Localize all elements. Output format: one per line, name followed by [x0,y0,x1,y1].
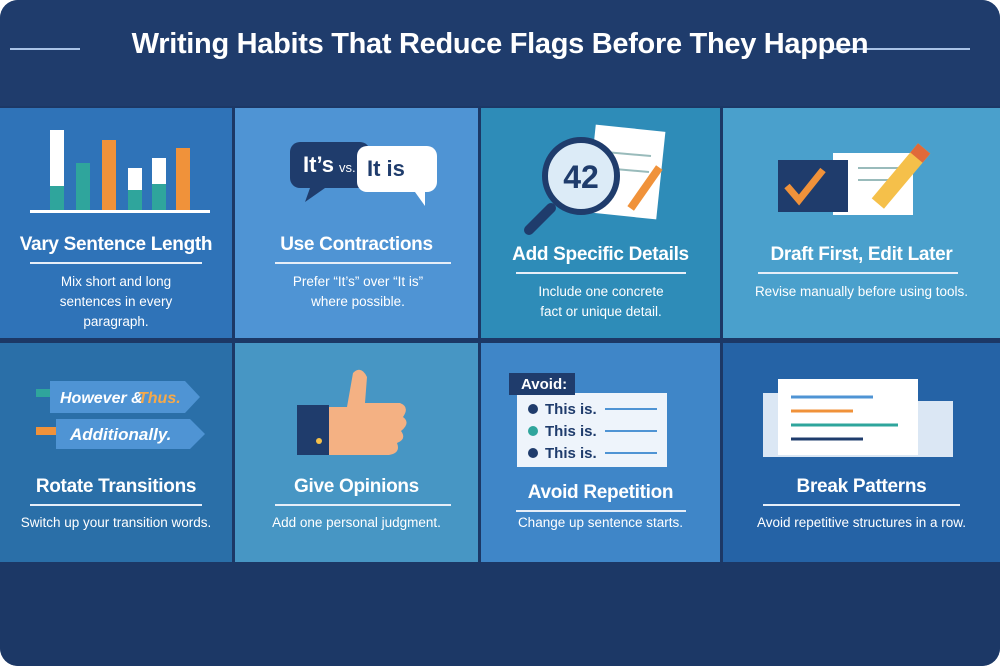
card-description: Change up sentence starts. [517,515,684,530]
icon-list: Avoid: This is. This is. This is. [509,373,667,467]
title-underline [516,510,686,512]
icon-thumbs-up [297,369,407,455]
card-title: Rotate Transitions [35,476,197,497]
icon-text: This is. [545,401,597,418]
card-title: Give Opinions [294,476,419,497]
footer-band [0,562,1000,666]
icon-text: 42 [563,159,599,195]
icon-text: Additionally. [69,425,171,444]
icon-text: Thus. [138,390,181,407]
card-description: Mix short and long sentences in every pa… [59,274,173,329]
icon-bars [30,130,210,213]
card: Vary Sentence Length Mix short and long … [0,108,232,338]
card-description: Avoid repetitive structures in a row. [756,515,967,530]
title-underline [30,262,202,264]
card-title: Break Patterns [796,476,927,497]
card: Avoid: This is. This is. This is. Avoid … [481,343,720,562]
card-description: Add one personal judgment. [272,515,441,530]
card-description: Include one concrete fact or unique deta… [538,284,664,319]
icon-text: vs. [339,160,356,175]
icon-text: However & [60,390,143,407]
icon-documents [763,379,953,457]
icon-text: It’s [303,152,334,177]
card: It’s vs. It is Use Contractions Prefer “… [235,108,478,338]
card-title: Use Contractions [280,234,433,255]
card: Break Patterns Avoid repetitive structur… [723,343,1000,562]
title-underline [275,504,451,506]
icon-edit [778,143,931,215]
title-underline [758,272,958,274]
title-underline [30,504,202,506]
card-title: Vary Sentence Length [19,234,213,255]
card-title: Add Specific Details [512,244,689,265]
page-title: Writing Habits That Reduce Flags Before … [131,28,869,60]
card-description: Revise manually before using tools. [754,284,969,299]
icon-arrows: However & Thus. Additionally. [36,381,205,449]
title-underline [516,272,686,274]
icon-magnifier: 42 [524,124,666,235]
icon-text: It is [367,156,405,181]
header-rule [830,48,970,50]
card: Draft First, Edit Later Revise manually … [723,108,1000,338]
card-description: Prefer “It’s” over “It is” where possibl… [292,274,424,309]
title-underline [275,262,451,264]
header-rule [10,48,80,50]
card-title: Avoid Repetition [527,482,674,503]
icon-text: This is. [545,423,597,440]
title-underline [763,504,960,506]
icon-speech: It’s vs. It is [290,142,437,206]
card: However & Thus. Additionally. Rotate Tra… [0,343,232,562]
card: Give Opinions Add one personal judgment. [235,343,478,562]
card-title: Draft First, Edit Later [770,244,953,265]
icon-text: Avoid: [521,376,567,393]
card: 42 Add Specific Details Include one conc… [481,108,720,338]
icon-text: This is. [545,445,597,462]
header: Writing Habits That Reduce Flags Before … [0,0,1000,106]
card-description: Switch up your transition words. [20,515,212,530]
